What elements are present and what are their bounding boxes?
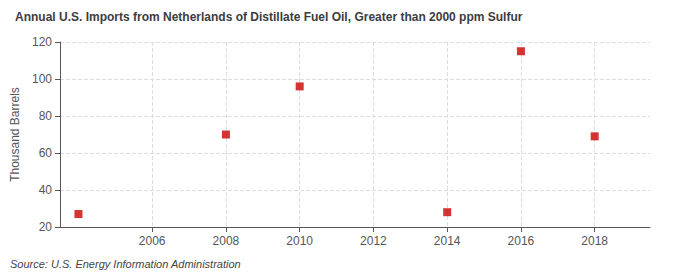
svg-text:120: 120 [32,35,52,49]
svg-text:2012: 2012 [360,234,387,248]
svg-text:100: 100 [32,72,52,86]
svg-text:Source: U.S. Energy Informatio: Source: U.S. Energy Information Administ… [10,258,241,270]
svg-text:2016: 2016 [508,234,535,248]
svg-text:2010: 2010 [286,234,313,248]
svg-text:2018: 2018 [581,234,608,248]
svg-text:Thousand Barrels: Thousand Barrels [8,87,22,182]
svg-text:2006: 2006 [139,234,166,248]
svg-text:2014: 2014 [434,234,461,248]
svg-text:80: 80 [39,109,53,123]
svg-text:20: 20 [39,220,53,234]
svg-text:Annual U.S. Imports from Nethe: Annual U.S. Imports from Netherlands of … [15,10,523,24]
svg-text:2008: 2008 [213,234,240,248]
svg-text:60: 60 [39,146,53,160]
svg-text:40: 40 [39,183,53,197]
